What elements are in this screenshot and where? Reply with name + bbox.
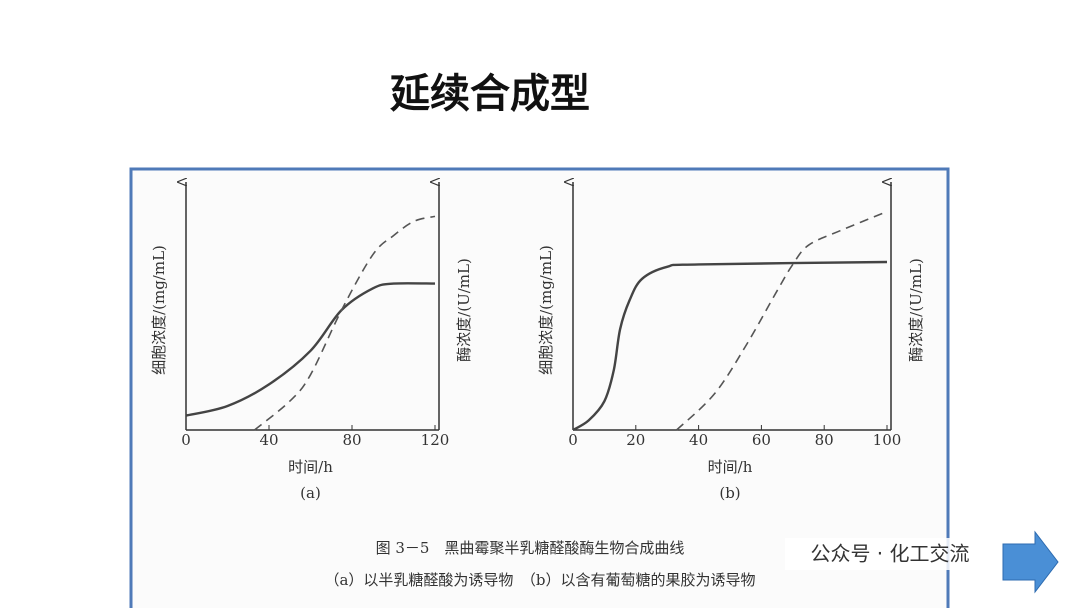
sublabel: (a) <box>300 484 321 502</box>
series-line <box>185 282 436 417</box>
x-tick-label: 60 <box>752 431 771 449</box>
caption-note: （a）以半乳糖醛酸为诱导物 （b）以含有葡萄糖的果胶为诱导物 <box>324 571 755 589</box>
x-tick-label: 80 <box>342 431 361 449</box>
x-tick-label: 120 <box>421 431 450 449</box>
x-axis-label: 时间/h <box>708 458 753 476</box>
y2-axis-label: 酶浓度/(U/mL) <box>455 258 473 362</box>
x-tick-label: 0 <box>568 431 578 449</box>
x-axis-label: 时间/h <box>288 458 333 476</box>
series-line <box>253 215 436 431</box>
x-tick-label: 40 <box>689 431 708 449</box>
x-tick-label: 40 <box>259 431 278 449</box>
watermark: 公众号 · 化工交流 <box>810 542 969 566</box>
y-axis-label: 细胞浓度/(mg/mL) <box>537 245 555 375</box>
y2-axis-label: 酶浓度/(U/mL) <box>907 258 925 362</box>
x-tick-label: 80 <box>815 431 834 449</box>
y-axis-label: 细胞浓度/(mg/mL) <box>150 245 168 375</box>
x-tick-label: 20 <box>626 431 645 449</box>
series-line <box>572 260 888 432</box>
next-arrow[interactable] <box>1002 530 1059 594</box>
slide-title: 延续合成型 <box>390 71 590 117</box>
sublabel: (b) <box>719 484 740 502</box>
x-tick-label: 0 <box>181 431 191 449</box>
watermark-bg <box>785 538 1003 570</box>
series-line <box>676 210 888 431</box>
caption: 图 3－5 黑曲霉聚半乳糖醛酸酶生物合成曲线 <box>376 539 685 557</box>
x-tick-label: 100 <box>873 431 902 449</box>
